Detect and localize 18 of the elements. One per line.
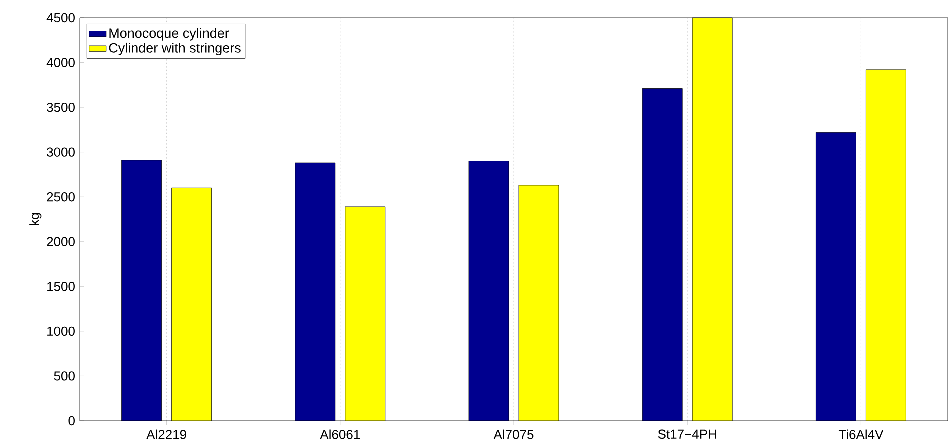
y-tick-label: 4500 — [46, 13, 75, 23]
y-tick-label: 500 — [54, 372, 75, 381]
legend-label: Monocoque cylinder — [110, 28, 230, 41]
y-tick-label: 2000 — [47, 237, 75, 246]
y-tick-label: 1500 — [48, 282, 75, 292]
x-tick-label: St17−4PH — [658, 430, 716, 439]
y-tick-label: 1000 — [48, 326, 75, 336]
x-tick-label: Ti6Al4V — [838, 430, 884, 440]
x-tick-label: Al7075 — [494, 430, 534, 440]
y-tick-label: 3500 — [47, 102, 75, 112]
y-axis-title: kg — [30, 213, 42, 226]
x-tick-label: Al6061 — [320, 430, 360, 440]
y-tick-label: 2500 — [47, 192, 75, 202]
y-tick-label: 4000 — [46, 58, 75, 68]
legend-label: Cylinder with stringers — [109, 42, 241, 56]
y-tick-label: 3000 — [47, 148, 75, 157]
x-tick-label: Al2219 — [146, 430, 186, 440]
y-tick-label: 0 — [68, 416, 75, 426]
